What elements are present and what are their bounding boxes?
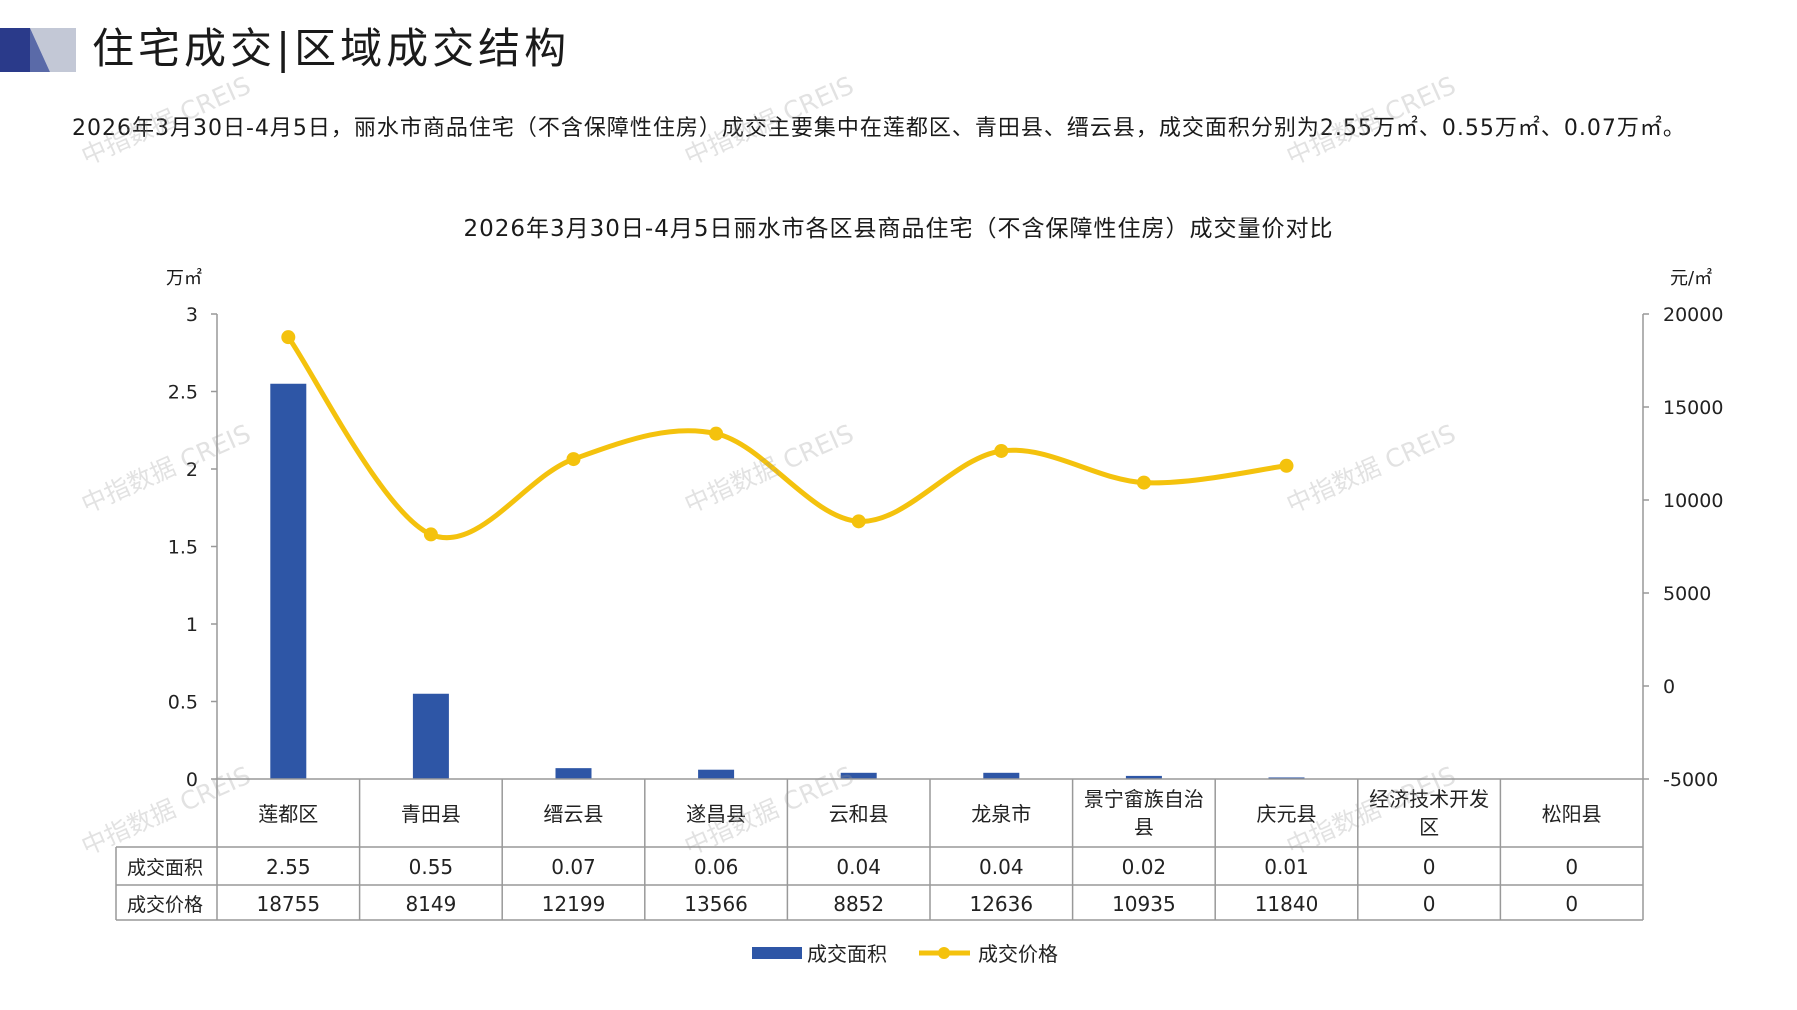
bar (1268, 777, 1305, 779)
table-cell-price: 18755 (256, 892, 320, 916)
price-point (709, 426, 724, 441)
table-cell-area: 0.07 (551, 855, 596, 879)
table-cell-area: 0.04 (836, 855, 881, 879)
legend-swatch-area (752, 947, 802, 959)
y-left-tick-label: 0 (186, 769, 198, 791)
price-point (281, 330, 296, 345)
chart-title: 2026年3月30日-4月5日丽水市各区县商品住宅（不含保障性住房）成交量价对比 (463, 216, 1334, 242)
category-label: 松阳县 (1542, 802, 1602, 826)
y-right-tick-label: 5000 (1663, 583, 1711, 605)
table-cell-area: 0.04 (979, 855, 1024, 879)
legend-label-area: 成交面积 (807, 942, 887, 966)
table-cell-area: 0 (1423, 855, 1436, 879)
category-label: 缙云县 (544, 802, 604, 826)
price-point (1136, 475, 1151, 490)
table-cell-area: 0.02 (1122, 855, 1167, 879)
category-label: 青田县 (401, 802, 461, 826)
table-cell-area: 0.06 (694, 855, 739, 879)
y-left-unit: 万㎡ (166, 268, 202, 289)
y-right-tick-label: 20000 (1663, 304, 1723, 326)
y-left-tick-label: 1.5 (168, 537, 198, 559)
y-left-tick-label: 0.5 (168, 692, 198, 714)
y-right-unit: 元/㎡ (1670, 268, 1713, 289)
price-point (1279, 458, 1294, 473)
table-cell-area: 0.55 (409, 855, 454, 879)
bar (840, 772, 877, 779)
page-title: 住宅成交|区域成交结构 (92, 24, 571, 73)
y-right-tick-label: -5000 (1663, 769, 1718, 791)
bar (270, 383, 307, 779)
summary-text: 2026年3月30日-4月5日，丽水市商品住宅（不含保障性住房）成交主要集中在莲… (72, 116, 1686, 141)
y-right-tick-label: 0 (1663, 676, 1675, 698)
table-cell-price: 0 (1565, 892, 1578, 916)
table-cell-area: 2.55 (266, 855, 311, 879)
price-point (994, 443, 1009, 458)
category-label: 经济技术开发区 (1369, 787, 1489, 839)
bar (1125, 775, 1162, 779)
y-left-tick-label: 1 (186, 614, 198, 636)
table-cell-price: 11840 (1255, 892, 1319, 916)
legend-swatch-price-marker (938, 947, 950, 959)
y-right-tick-label: 15000 (1663, 397, 1723, 419)
y-left-tick-label: 3 (186, 304, 198, 326)
bar (412, 693, 449, 779)
table-cell-price: 8852 (833, 892, 884, 916)
table-cell-price: 10935 (1112, 892, 1176, 916)
logo-mid-block (30, 28, 50, 72)
table-cell-price: 12636 (969, 892, 1033, 916)
y-left-tick-label: 2.5 (168, 382, 198, 404)
legend-label-price: 成交价格 (978, 942, 1058, 966)
category-label: 莲都区 (258, 802, 318, 826)
y-right-tick-label: 10000 (1663, 490, 1723, 512)
bar (983, 772, 1020, 779)
category-label: 景宁畲族自治县 (1084, 787, 1204, 839)
price-point (851, 514, 866, 529)
logo-light-block (30, 28, 76, 72)
bar (555, 768, 592, 779)
table-cell-area: 0.01 (1264, 855, 1309, 879)
table-cell-price: 8149 (405, 892, 456, 916)
price-line (285, 334, 1289, 541)
y-left-tick-label: 2 (186, 459, 198, 481)
category-label: 遂昌县 (686, 802, 746, 826)
table-cell-price: 0 (1423, 892, 1436, 916)
table-cell-area: 0 (1565, 855, 1578, 879)
price-point (566, 452, 581, 467)
table-cell-price: 13566 (684, 892, 748, 916)
bar (698, 769, 735, 779)
category-label: 庆元县 (1257, 802, 1317, 826)
price-point (423, 527, 438, 542)
table-cell-price: 12199 (542, 892, 606, 916)
table-row-header-area: 成交面积 (127, 857, 203, 879)
logo-dark-block (0, 28, 30, 72)
category-label: 龙泉市 (971, 802, 1031, 826)
table-row-header-price: 成交价格 (127, 894, 203, 916)
category-label: 云和县 (829, 802, 889, 826)
header-logo (0, 28, 76, 72)
